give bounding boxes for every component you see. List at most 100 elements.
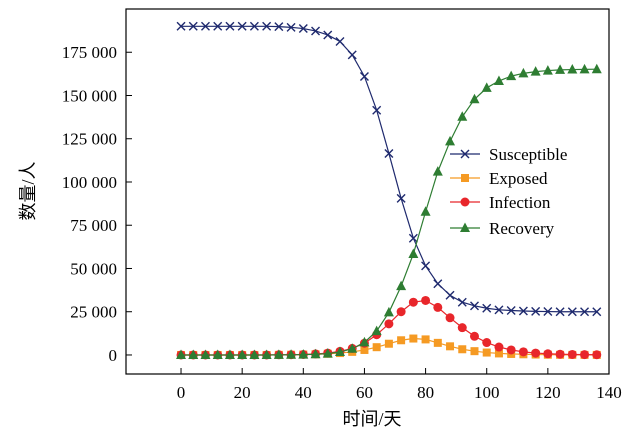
series-infection	[176, 295, 602, 360]
data-point-susceptible	[225, 21, 235, 31]
cross-stroke	[506, 306, 516, 316]
data-point-recovery	[579, 63, 590, 74]
data-point-infection	[445, 313, 455, 323]
cross-stroke	[372, 105, 382, 115]
y-tick-label: 150 000	[62, 86, 117, 105]
cross-stroke	[176, 21, 186, 31]
y-tick-label: 125 000	[62, 130, 117, 149]
data-point-recovery	[200, 349, 211, 359]
cross-stroke	[335, 37, 345, 47]
data-point-recovery	[567, 64, 578, 74]
data-point-exposed	[458, 345, 467, 354]
data-point-exposed	[384, 339, 393, 348]
x-tick-label: 20	[234, 383, 251, 402]
legend-label-recovery: Recovery	[489, 219, 555, 238]
cross-stroke	[384, 148, 394, 158]
plot-frame	[125, 8, 610, 375]
data-point-susceptible	[482, 303, 492, 313]
data-point-susceptible	[494, 305, 504, 315]
cross-stroke	[421, 261, 431, 271]
data-point-recovery	[261, 349, 272, 359]
data-point-infection	[433, 302, 443, 312]
y-tick-label: 75 000	[70, 216, 117, 235]
data-point-recovery	[518, 67, 529, 78]
y-tick-label: 175 000	[62, 43, 117, 62]
data-point-susceptible	[249, 21, 259, 31]
x-tick-label: 40	[295, 383, 312, 402]
series-susceptible	[176, 21, 602, 317]
data-point-susceptible	[433, 279, 443, 289]
cross-stroke	[311, 26, 321, 36]
data-point-recovery	[310, 348, 321, 359]
series-recovery	[176, 63, 602, 359]
legend-markers	[450, 149, 480, 232]
data-point-exposed	[482, 348, 491, 357]
cross-stroke	[347, 50, 357, 60]
data-point-infection	[555, 349, 565, 359]
y-tick-label: 50 000	[70, 259, 117, 278]
series-layer	[176, 21, 602, 360]
cross-stroke	[482, 303, 492, 313]
data-point-exposed	[470, 347, 479, 356]
cross-stroke	[323, 30, 333, 40]
data-point-exposed	[494, 349, 503, 358]
data-point-susceptible	[359, 71, 369, 81]
data-point-recovery	[445, 135, 456, 146]
x-tick-label: 100	[474, 383, 500, 402]
data-point-recovery	[420, 206, 431, 216]
legend-label-exposed: Exposed	[489, 169, 548, 188]
legend-marker-recovery	[460, 222, 470, 232]
cross-stroke	[274, 22, 284, 32]
data-point-recovery	[273, 349, 284, 359]
data-point-susceptible	[592, 307, 602, 317]
cross-stroke	[580, 307, 590, 317]
data-point-infection	[518, 347, 528, 357]
y-tick-label: 100 000	[62, 173, 117, 192]
data-point-susceptible	[469, 301, 479, 311]
legend-marker-exposed	[461, 174, 469, 182]
data-point-recovery	[383, 306, 394, 317]
cross-stroke	[249, 21, 259, 31]
data-point-infection	[580, 350, 590, 360]
data-point-infection	[592, 350, 602, 360]
cross-stroke	[433, 279, 443, 289]
data-point-infection	[469, 331, 479, 341]
cross-stroke	[445, 290, 455, 300]
legend-marker-susceptible	[460, 149, 470, 159]
data-point-exposed	[421, 335, 430, 344]
cross-stroke	[396, 193, 406, 203]
data-point-recovery	[286, 349, 297, 359]
data-point-susceptible	[555, 307, 565, 317]
x-tick-label: 0	[177, 383, 186, 402]
data-point-susceptible	[262, 21, 272, 31]
cross-stroke	[494, 305, 504, 315]
data-point-recovery	[432, 166, 443, 176]
data-point-susceptible	[543, 307, 553, 317]
data-point-susceptible	[457, 297, 467, 307]
data-point-susceptible	[213, 21, 223, 31]
cross-stroke	[460, 149, 470, 159]
data-point-susceptible	[580, 307, 590, 317]
data-point-susceptible	[200, 21, 210, 31]
cross-stroke	[408, 233, 418, 243]
data-point-infection	[567, 349, 577, 359]
data-point-recovery	[371, 325, 382, 336]
data-point-recovery	[359, 336, 370, 347]
data-point-infection	[494, 342, 504, 352]
x-axis-label: 时间/天	[342, 409, 401, 429]
cross-stroke	[543, 307, 553, 317]
cross-stroke	[359, 71, 369, 81]
data-point-infection	[543, 349, 553, 359]
y-tick-label: 0	[109, 346, 118, 365]
cross-stroke	[237, 21, 247, 31]
data-point-susceptible	[188, 21, 198, 31]
data-point-susceptible	[335, 37, 345, 47]
cross-stroke	[188, 21, 198, 31]
data-point-recovery	[396, 280, 407, 291]
data-point-susceptible	[274, 22, 284, 32]
data-point-susceptible	[347, 50, 357, 60]
data-point-infection	[384, 319, 394, 329]
data-point-infection	[396, 307, 406, 317]
data-point-recovery	[457, 111, 468, 121]
